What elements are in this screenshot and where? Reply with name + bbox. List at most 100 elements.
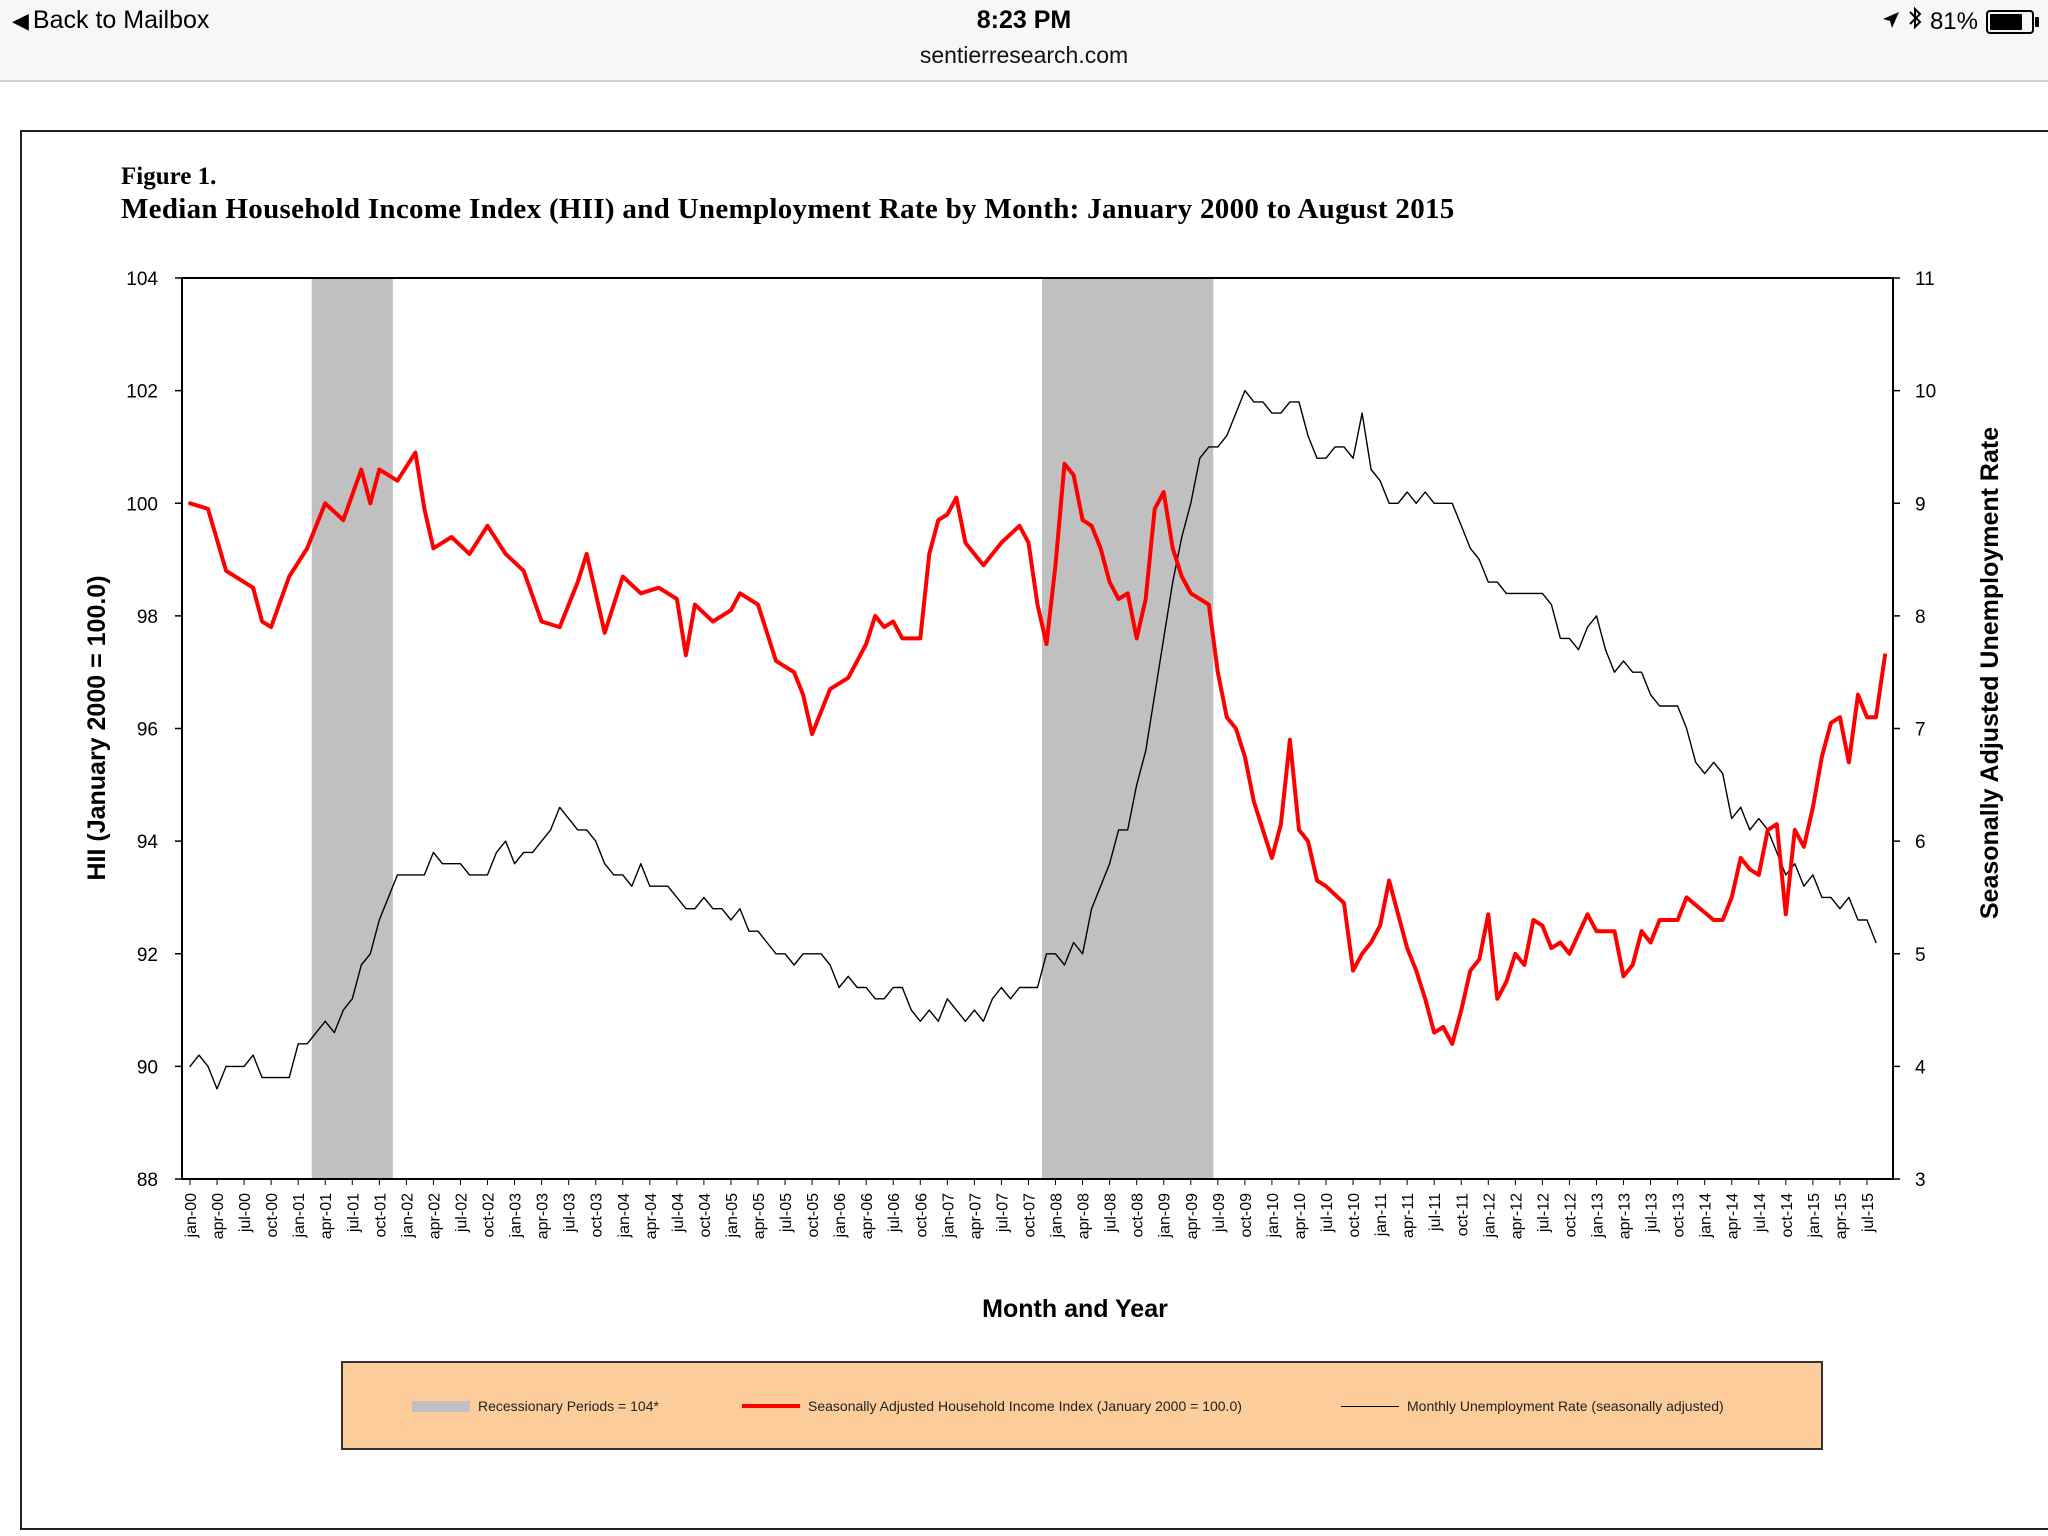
y-tick-label: 96 xyxy=(137,720,158,741)
location-arrow-icon xyxy=(1882,8,1900,36)
x-tick-label: jan-00 xyxy=(183,1193,200,1239)
recession-bands xyxy=(311,278,1214,1179)
x-tick-label: jul-03 xyxy=(562,1193,579,1233)
x-tick-label: apr-14 xyxy=(1725,1193,1742,1239)
y-tick-label: 92 xyxy=(137,945,158,966)
x-tick-label: apr-15 xyxy=(1833,1193,1850,1239)
y-tick-label: 88 xyxy=(137,1170,158,1191)
plot-area xyxy=(181,277,1894,1180)
x-tick-label: jan-13 xyxy=(1589,1193,1606,1239)
x-tick-label: oct-07 xyxy=(1021,1193,1038,1238)
x-tick-label: apr-00 xyxy=(210,1193,227,1239)
x-tick-label: oct-06 xyxy=(913,1193,930,1238)
x-tick-label: apr-07 xyxy=(967,1193,984,1239)
y2-axis-label: Seasonally Adjusted Unemployment Rate xyxy=(1976,427,2004,919)
unemployment-rate-line xyxy=(189,389,1877,1090)
y2-tick-label: 8 xyxy=(1915,607,1926,628)
x-tick-label: oct-04 xyxy=(697,1193,714,1238)
legend-item-income-index: Seasonally Adjusted Household Income Ind… xyxy=(742,1398,1242,1414)
y2-tick-label: 11 xyxy=(1915,269,1935,290)
x-tick-label: jan-14 xyxy=(1698,1193,1715,1239)
legend-swatch-unemployment xyxy=(1341,1405,1399,1407)
y-tick-label: 102 xyxy=(126,382,158,403)
axes: 88 90 92 94 96 98 100 102 104 3 4 5 6 7 8 9 10 11 jan-00 ap… xyxy=(126,269,1936,1239)
back-label: Back to Mailbox xyxy=(32,6,210,34)
y-axis-label: HII (January 2000 = 100.0) xyxy=(83,575,111,880)
x-tick-label: jan-02 xyxy=(399,1193,416,1239)
x-tick-label: jan-06 xyxy=(832,1193,849,1239)
x-tick-label: jan-05 xyxy=(724,1193,741,1239)
x-tick-label: apr-03 xyxy=(535,1193,552,1239)
y2-tick-label: 10 xyxy=(1915,382,1936,403)
x-tick-label: jul-02 xyxy=(453,1193,470,1233)
x-tick-label: jul-07 xyxy=(994,1193,1011,1233)
y-tick-label: 94 xyxy=(137,832,159,853)
x-tick-label: jan-01 xyxy=(291,1193,308,1239)
y-tick-label: 104 xyxy=(126,269,158,290)
y2-tick-label: 7 xyxy=(1915,720,1926,741)
x-tick-label: jul-14 xyxy=(1752,1193,1769,1233)
x-tick-label: oct-01 xyxy=(372,1193,389,1238)
y-tick-label: 98 xyxy=(137,607,158,628)
x-tick-label: jan-08 xyxy=(1049,1193,1066,1239)
x-tick-label: jul-01 xyxy=(345,1193,362,1233)
status-bar: ◀ Back to Mailbox 8:23 PM sentierresearch… xyxy=(0,0,2048,82)
x-tick-label: oct-03 xyxy=(589,1193,606,1238)
x-tick-label: oct-12 xyxy=(1562,1193,1579,1238)
x-tick-label: jan-07 xyxy=(940,1193,957,1239)
x-tick-label: apr-02 xyxy=(426,1193,443,1239)
x-tick-label: oct-14 xyxy=(1779,1193,1796,1238)
back-to-mailbox-button[interactable]: ◀ Back to Mailbox xyxy=(12,6,209,35)
x-tick-label: oct-13 xyxy=(1671,1193,1688,1238)
battery-icon xyxy=(1986,9,2039,34)
x-tick-label: jan-12 xyxy=(1481,1193,1498,1239)
x-tick-label: jul-08 xyxy=(1103,1193,1120,1233)
x-tick-label: jan-15 xyxy=(1806,1193,1823,1239)
x-tick-label: apr-01 xyxy=(318,1193,335,1239)
x-tick-label: apr-13 xyxy=(1617,1193,1634,1239)
battery-percent: 81% xyxy=(1929,7,1978,35)
figure-label: Figure 1. xyxy=(121,163,217,190)
x-tick-label: apr-04 xyxy=(643,1193,660,1239)
x-tick-label: oct-00 xyxy=(264,1193,281,1238)
series xyxy=(188,389,1887,1090)
legend: Recessionary Periods = 104* Seasonally A… xyxy=(341,1361,1823,1450)
x-tick-label: oct-09 xyxy=(1238,1193,1255,1238)
x-tick-label: jul-15 xyxy=(1860,1193,1877,1233)
bluetooth-icon xyxy=(1908,6,1922,37)
x-tick-label: oct-11 xyxy=(1454,1193,1471,1236)
y2-tick-label: 9 xyxy=(1915,494,1926,515)
x-axis-label: Month and Year xyxy=(982,1295,1168,1323)
x-tick-label: apr-10 xyxy=(1292,1193,1309,1239)
recession-band-2 xyxy=(1042,278,1214,1179)
x-tick-label: jul-04 xyxy=(670,1193,687,1233)
x-tick-label: jul-13 xyxy=(1644,1193,1661,1233)
x-tick-label: jan-04 xyxy=(616,1193,633,1239)
legend-item-unemployment: Monthly Unemployment Rate (seasonally ad… xyxy=(1341,1398,1724,1414)
x-tick-label: apr-08 xyxy=(1076,1193,1093,1239)
x-tick-label: jul-10 xyxy=(1319,1193,1336,1233)
legend-swatch-income-index xyxy=(742,1404,800,1408)
x-tick-label: oct-02 xyxy=(481,1193,498,1238)
x-tick-label: jul-06 xyxy=(886,1193,903,1233)
x-tick-label: apr-05 xyxy=(751,1193,768,1239)
y-tick-label: 90 xyxy=(137,1057,158,1078)
x-tick-label: apr-09 xyxy=(1184,1193,1201,1239)
page-url[interactable]: sentierresearch.com xyxy=(919,42,1129,68)
status-time: 8:23 PM xyxy=(976,6,1072,34)
x-tick-label: jul-11 xyxy=(1427,1193,1444,1232)
y2-tick-label: 4 xyxy=(1915,1057,1926,1078)
x-tick-label: jul-09 xyxy=(1211,1193,1228,1233)
status-indicators: 81% xyxy=(1882,6,2039,37)
x-tick-label: jan-09 xyxy=(1157,1193,1174,1239)
x-tick-label: oct-05 xyxy=(805,1193,822,1238)
recession-band-1 xyxy=(311,278,393,1179)
legend-label-income-index: Seasonally Adjusted Household Income Ind… xyxy=(808,1398,1242,1414)
x-tick-label: apr-12 xyxy=(1508,1193,1525,1239)
x-tick-label: apr-11 xyxy=(1400,1193,1417,1238)
x-tick-label: jan-10 xyxy=(1265,1193,1282,1239)
income-index-line xyxy=(188,450,1887,1046)
back-chevron-icon: ◀ xyxy=(12,8,29,33)
legend-label-recession: Recessionary Periods = 104* xyxy=(478,1398,659,1414)
